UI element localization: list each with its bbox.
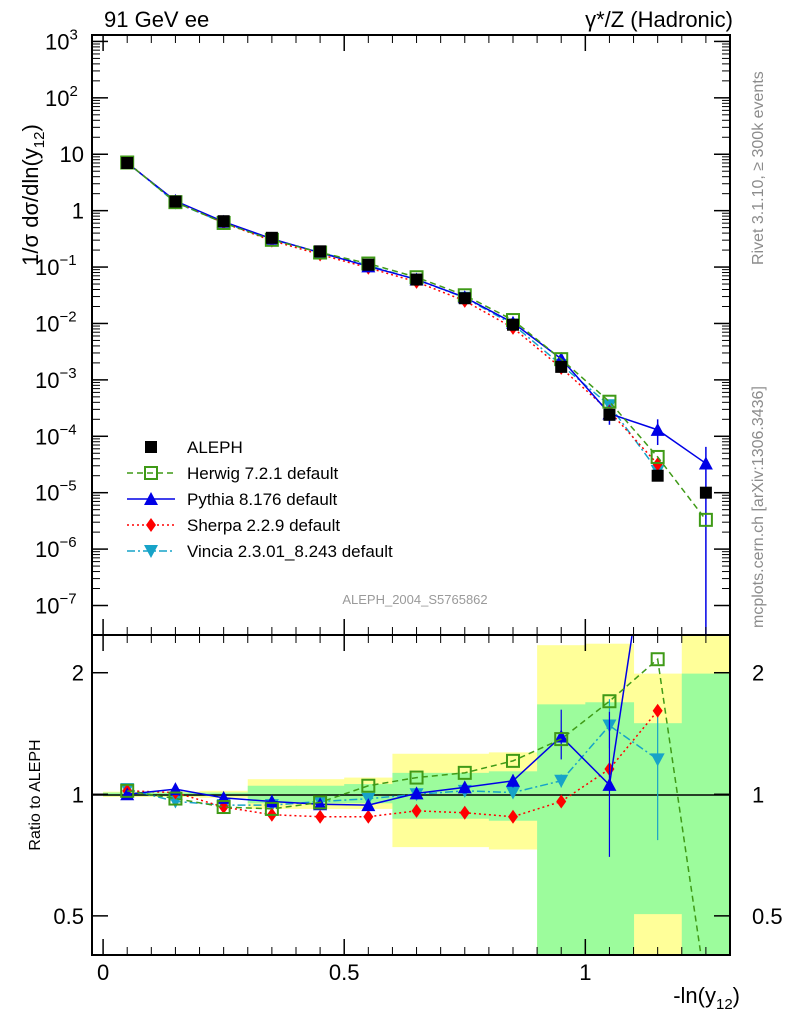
vincia-ratio-point bbox=[554, 774, 569, 788]
ratio-y-tick-label-right: 0.5 bbox=[752, 904, 783, 929]
herwig-ratio-point bbox=[650, 652, 665, 667]
vincia-line bbox=[126, 161, 659, 472]
aleph-point bbox=[506, 318, 519, 331]
herwig-point bbox=[650, 449, 665, 464]
legend-sherpa-label: Sherpa 2.2.9 default bbox=[187, 516, 340, 535]
aleph-point bbox=[555, 360, 568, 373]
legend-herwig-marker bbox=[144, 466, 158, 480]
herwig-ratio-line bbox=[127, 657, 702, 955]
pythia-ratio-point bbox=[264, 794, 279, 808]
y-tick-label: 103 bbox=[45, 26, 78, 54]
y-tick-label: 10 bbox=[60, 142, 84, 167]
herwig-ratio-point bbox=[554, 732, 569, 747]
herwig-ratio-point bbox=[168, 791, 183, 806]
legend-aleph-marker bbox=[145, 441, 157, 453]
herwig-ratio-point bbox=[602, 694, 617, 709]
vincia-ratio-point bbox=[505, 786, 520, 800]
ratio-y-tick-label: 2 bbox=[72, 661, 84, 686]
x-axis-label: -ln(y12) bbox=[673, 983, 740, 1013]
herwig-ratio-point bbox=[264, 801, 279, 816]
aleph-point bbox=[410, 273, 423, 286]
x-tick-label: 0 bbox=[97, 960, 109, 985]
sherpa-ratio-line bbox=[127, 710, 659, 818]
aleph-point bbox=[651, 469, 664, 482]
herwig-point bbox=[602, 394, 617, 409]
herwig-ratio-point bbox=[216, 800, 231, 815]
aleph-point bbox=[699, 486, 712, 499]
mcplots-label: mcplots.cern.ch [arXiv:1306.3436] bbox=[750, 386, 767, 628]
herwig-ratio-point bbox=[313, 795, 328, 810]
y-tick-label: 10−3 bbox=[35, 365, 77, 393]
herwig-ratio-point bbox=[120, 783, 135, 798]
y-tick-label: 10−6 bbox=[35, 534, 77, 562]
herwig-ratio-point bbox=[457, 765, 472, 780]
legend-pythia-label: Pythia 8.176 default bbox=[187, 490, 338, 509]
sherpa-ratio-point bbox=[556, 794, 567, 809]
legend-sherpa-marker bbox=[146, 518, 156, 532]
legend-vincia-label: Vincia 2.3.01_8.243 default bbox=[187, 542, 393, 561]
pythia-point bbox=[698, 456, 713, 470]
ratio-y-tick-label: 0.5 bbox=[53, 904, 84, 929]
aleph-point bbox=[217, 215, 230, 228]
legend: ALEPH Herwig 7.2.1 default Pythia 8.176 de… bbox=[127, 438, 393, 561]
ratio-y-tick-label-right: 2 bbox=[752, 661, 764, 686]
ratio-y-tick-label-right: 1 bbox=[752, 782, 764, 807]
y-tick-label: 10−2 bbox=[35, 308, 77, 336]
main-plot-area bbox=[120, 155, 713, 635]
aleph-point bbox=[362, 258, 375, 271]
y-tick-label: 1 bbox=[72, 199, 84, 224]
herwig-ratio-point bbox=[361, 778, 376, 793]
pythia-ratio-point bbox=[554, 729, 569, 743]
aleph-point bbox=[603, 408, 616, 421]
sherpa-ratio-point bbox=[411, 803, 422, 818]
herwig-ratio-point bbox=[409, 770, 424, 785]
aleph-point bbox=[458, 292, 471, 305]
sherpa-ratio-point bbox=[507, 809, 518, 824]
legend-pythia-marker bbox=[144, 492, 158, 505]
aleph-point bbox=[314, 245, 327, 258]
aleph-point bbox=[121, 156, 134, 169]
y-tick-label: 10−1 bbox=[35, 252, 77, 280]
pythia-ratio-point bbox=[313, 797, 328, 811]
header-right: γ*/Z (Hadronic) bbox=[585, 7, 733, 32]
sherpa-ratio-point bbox=[315, 809, 326, 824]
pythia-ratio-point bbox=[361, 798, 376, 812]
herwig-ratio-point bbox=[505, 753, 520, 768]
header-left: 91 GeV ee bbox=[104, 7, 209, 32]
sherpa-line bbox=[126, 161, 659, 465]
y-tick-label: 10−7 bbox=[35, 591, 77, 619]
band-stat-uncertainty bbox=[681, 673, 730, 955]
ratio-y-tick-label: 1 bbox=[72, 782, 84, 807]
aleph-point bbox=[265, 231, 278, 244]
herwig-point bbox=[698, 512, 713, 527]
pythia-point bbox=[650, 422, 665, 436]
analysis-watermark: ALEPH_2004_S5765862 bbox=[342, 592, 487, 607]
y-tick-label: 10−4 bbox=[35, 421, 77, 449]
pythia-ratio-point bbox=[505, 773, 520, 787]
aleph-point bbox=[169, 195, 182, 208]
x-tick-label: 0.5 bbox=[329, 960, 360, 985]
legend-aleph-label: ALEPH bbox=[187, 438, 243, 457]
ratio-y-axis-label: Ratio to ALEPH bbox=[27, 739, 44, 850]
vincia-ratio-point bbox=[650, 753, 665, 767]
y-tick-label: 102 bbox=[45, 83, 78, 111]
legend-vincia-marker bbox=[144, 545, 158, 558]
y-tick-label: 10−5 bbox=[35, 478, 77, 506]
rivet-version-label: Rivet 3.1.10, ≥ 300k events bbox=[750, 71, 767, 265]
sherpa-ratio-point bbox=[459, 805, 470, 820]
ratio-plot-frame bbox=[91, 634, 731, 956]
pythia-ratio-point bbox=[409, 786, 424, 800]
sherpa-ratio-point bbox=[652, 703, 663, 718]
y-axis-label: 1/σ dσ/dln(y12) bbox=[18, 124, 48, 266]
vincia-ratio-line bbox=[127, 724, 659, 806]
legend-herwig-label: Herwig 7.2.1 default bbox=[187, 464, 338, 483]
pythia-ratio-point bbox=[457, 780, 472, 794]
pythia-ratio-point bbox=[602, 777, 617, 791]
x-tick-label: 1 bbox=[579, 960, 591, 985]
ratio-plot-area bbox=[120, 635, 702, 955]
sherpa-ratio-point bbox=[363, 809, 374, 824]
